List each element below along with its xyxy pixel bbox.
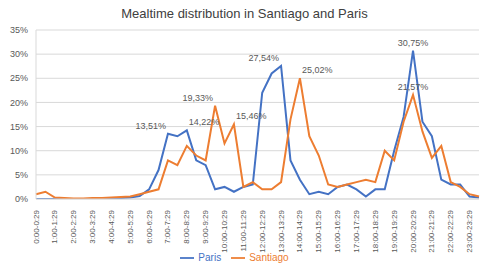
svg-text:13,51%: 13,51% — [135, 121, 166, 131]
svg-text:17:00-17:29: 17:00-17:29 — [352, 209, 361, 252]
svg-text:1:00-1:29: 1:00-1:29 — [50, 209, 59, 243]
svg-text:0:00-0:29: 0:00-0:29 — [32, 209, 41, 243]
svg-text:9:00-9:29: 9:00-9:29 — [201, 209, 210, 243]
svg-text:21,57%: 21,57% — [398, 82, 429, 92]
svg-text:14:00-14:29: 14:00-14:29 — [295, 209, 304, 252]
svg-text:2:00-2:29: 2:00-2:29 — [69, 209, 78, 243]
svg-text:14,22%: 14,22% — [189, 117, 220, 127]
svg-text:19,33%: 19,33% — [183, 93, 214, 103]
svg-text:18:00-18:29: 18:00-18:29 — [371, 209, 380, 252]
svg-text:21:00-21:29: 21:00-21:29 — [427, 209, 436, 252]
svg-text:15%: 15% — [10, 122, 28, 132]
svg-text:11:00-11:29: 11:00-11:29 — [239, 209, 248, 251]
svg-text:5:00-5:29: 5:00-5:29 — [126, 209, 135, 243]
svg-text:30,75%: 30,75% — [398, 38, 429, 48]
svg-text:5%: 5% — [15, 170, 28, 180]
svg-text:20%: 20% — [10, 98, 28, 108]
svg-text:13:00-13:29: 13:00-13:29 — [277, 209, 286, 252]
svg-text:12:00-12:29: 12:00-12:29 — [258, 209, 267, 252]
html-text:Mealtime distribution in Santi: Mealtime distribution in Santiago and Pa… — [121, 6, 368, 21]
svg-text:30%: 30% — [10, 49, 28, 59]
html-text:Paris: Paris — [198, 251, 222, 263]
svg-text:23:00-23:29: 23:00-23:29 — [465, 209, 474, 252]
svg-text:35%: 35% — [10, 25, 28, 35]
svg-text:27,54%: 27,54% — [249, 53, 280, 63]
svg-text:25,02%: 25,02% — [302, 65, 333, 75]
svg-text:8:00-8:29: 8:00-8:29 — [182, 209, 191, 243]
svg-text:10:00-10:29: 10:00-10:29 — [220, 209, 229, 252]
svg-text:16:00-16:29: 16:00-16:29 — [333, 209, 342, 252]
svg-text:15,46%: 15,46% — [236, 111, 267, 121]
svg-text:22:00-22:29: 22:00-22:29 — [446, 209, 455, 252]
svg-text:3:00-3:29: 3:00-3:29 — [88, 209, 97, 243]
svg-text:6:00-6:29: 6:00-6:29 — [145, 209, 154, 243]
svg-text:25%: 25% — [10, 73, 28, 83]
svg-text:15:00-15:29: 15:00-15:29 — [314, 209, 323, 252]
html-text:Santiago: Santiago — [249, 251, 289, 263]
svg-text:20:00-20:29: 20:00-20:29 — [409, 209, 418, 252]
svg-text:19:00-19:29: 19:00-19:29 — [390, 209, 399, 252]
svg-text:4:00-4:29: 4:00-4:29 — [107, 209, 116, 243]
svg-text:7:00-7:29: 7:00-7:29 — [163, 209, 172, 243]
svg-text:0%: 0% — [15, 194, 28, 204]
svg-text:10%: 10% — [10, 146, 28, 156]
